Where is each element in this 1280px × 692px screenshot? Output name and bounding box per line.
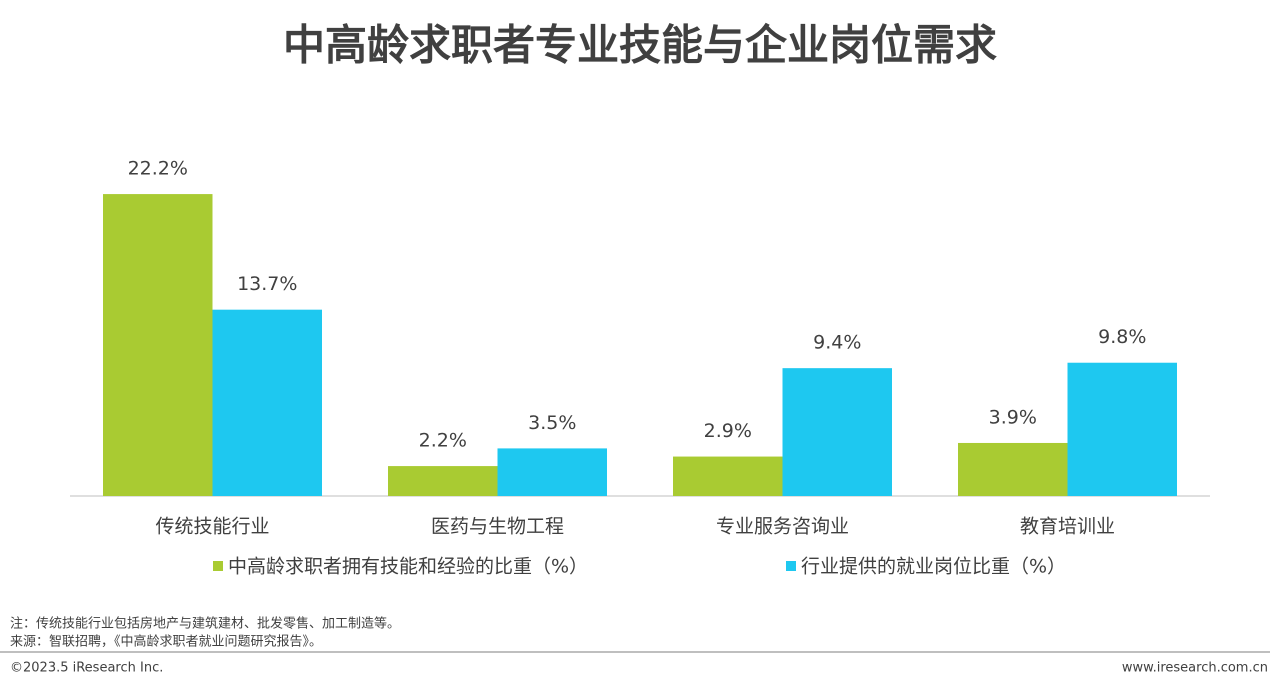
bar <box>958 442 1068 496</box>
bar <box>782 368 892 496</box>
x-tick-label: 传统技能行业 <box>155 516 269 538</box>
value-label: 3.9% <box>989 406 1037 428</box>
value-label: 2.9% <box>704 420 752 442</box>
bar <box>673 456 783 496</box>
website: www.iresearch.com.cn <box>1122 661 1268 676</box>
copyright: ©2023.5 iResearch Inc. <box>10 661 163 676</box>
x-tick-label: 专业服务咨询业 <box>716 516 849 538</box>
value-label: 2.2% <box>419 430 467 452</box>
note: 注：传统技能行业包括房地产与建筑建材、批发零售、加工制造等。 <box>10 616 400 632</box>
chart-title: 中高龄求职者专业技能与企业岗位需求 <box>283 21 997 70</box>
source: 来源：智联招聘，《中高龄求职者就业问题研究报告》。 <box>10 634 322 650</box>
bar <box>103 194 213 496</box>
legend-label: 行业提供的就业岗位比重（%） <box>801 556 1066 578</box>
x-tick-label: 教育培训业 <box>1020 516 1115 538</box>
value-label: 3.5% <box>528 412 576 434</box>
bar <box>212 309 322 496</box>
value-label: 9.4% <box>813 332 861 354</box>
legend-label: 中高龄求职者拥有技能和经验的比重（%） <box>228 556 588 578</box>
x-tick-label: 医药与生物工程 <box>431 516 564 538</box>
legend-swatch <box>786 561 796 571</box>
legend-swatch <box>213 561 223 571</box>
bar <box>1067 362 1177 496</box>
value-label: 22.2% <box>128 158 188 180</box>
value-label: 13.7% <box>237 273 297 295</box>
bar <box>497 448 607 496</box>
value-label: 9.8% <box>1098 326 1146 348</box>
bar <box>388 466 498 496</box>
